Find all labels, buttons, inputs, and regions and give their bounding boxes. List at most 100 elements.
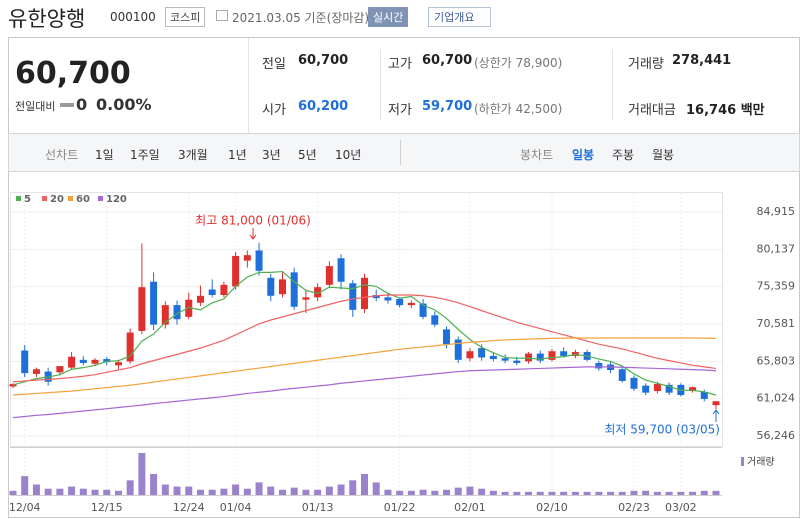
volume-bar bbox=[712, 490, 720, 495]
y-tick-label: 84,915 bbox=[757, 205, 796, 218]
volume-bar bbox=[595, 491, 603, 495]
volume-bar bbox=[665, 491, 673, 495]
volume-bar bbox=[361, 474, 368, 495]
volume-bar bbox=[372, 482, 380, 495]
volume-label: 거래량 bbox=[747, 456, 775, 468]
volume-bar bbox=[9, 490, 17, 495]
volume-bar bbox=[653, 491, 661, 495]
legend-swatch bbox=[98, 196, 103, 201]
annotation: 최저 59,700 (03/05) bbox=[604, 423, 720, 437]
legend-label: 20 bbox=[50, 194, 64, 205]
x-tick-label: 01/13 bbox=[302, 501, 334, 514]
tab[interactable]: 10년 bbox=[335, 148, 362, 162]
candle-body bbox=[21, 350, 29, 374]
realtime-badge[interactable]: 실시간 bbox=[368, 7, 409, 27]
market-badge: 코스피 bbox=[165, 7, 206, 27]
tab[interactable]: 1주일 bbox=[130, 148, 160, 162]
candle-body bbox=[196, 295, 204, 303]
legend-swatch bbox=[16, 196, 21, 201]
candle-body bbox=[431, 315, 439, 325]
volume-bar bbox=[255, 482, 263, 495]
quote-label: 거래량 bbox=[628, 57, 664, 72]
tab[interactable]: 1일 bbox=[95, 148, 114, 162]
candle-body bbox=[138, 287, 146, 331]
candle-body bbox=[173, 305, 181, 320]
y-tick-label: 61,024 bbox=[757, 392, 796, 405]
volume-bar bbox=[489, 490, 497, 495]
tab[interactable]: 일봉 bbox=[572, 148, 595, 162]
annotation-arrow bbox=[249, 228, 257, 240]
volume-bar bbox=[79, 488, 87, 495]
volume-bar bbox=[349, 480, 357, 495]
quote-value: 278,441 bbox=[672, 53, 732, 68]
candle-body bbox=[489, 355, 497, 360]
y-tick-label: 56,246 bbox=[757, 429, 796, 442]
quote-value: 16,746 백만 bbox=[686, 103, 765, 118]
candle-body bbox=[372, 295, 380, 299]
volume-bar bbox=[185, 486, 193, 495]
tab[interactable]: 5년 bbox=[298, 148, 317, 162]
volume-bar bbox=[126, 480, 134, 495]
x-tick-label: 12/04 bbox=[9, 501, 41, 514]
volume-bar bbox=[478, 488, 486, 495]
volume-bar bbox=[466, 486, 474, 495]
volume-bar bbox=[618, 491, 626, 495]
candle-body bbox=[689, 387, 697, 392]
tab[interactable]: 주봉 bbox=[612, 148, 635, 162]
price: 60,700 bbox=[15, 56, 131, 91]
volume-bar bbox=[196, 489, 204, 495]
y-tick-label: 80,137 bbox=[757, 242, 796, 255]
candle-body bbox=[419, 303, 427, 317]
volume-bar bbox=[700, 490, 708, 495]
volume-bar bbox=[220, 488, 228, 495]
volume-bar bbox=[150, 474, 158, 495]
volume-bar bbox=[44, 488, 52, 495]
date: 2021.03.05 기준(장마감) bbox=[232, 11, 370, 25]
x-tick-label: 01/04 bbox=[220, 501, 252, 514]
tab[interactable]: 1년 bbox=[228, 148, 247, 162]
legend-swatch bbox=[42, 196, 47, 201]
volume-bar bbox=[56, 488, 64, 495]
legend-label: 120 bbox=[106, 194, 127, 205]
tab[interactable]: 3개월 bbox=[178, 148, 208, 162]
candle-body bbox=[220, 284, 228, 295]
quote-value: 59,700 bbox=[422, 99, 473, 114]
tab[interactable]: 월봉 bbox=[652, 148, 675, 162]
tab-label: 선차트 bbox=[45, 148, 79, 162]
legend-label: 5 bbox=[24, 194, 31, 205]
candle-body bbox=[243, 255, 251, 261]
candle-body bbox=[161, 305, 169, 325]
candle-body bbox=[595, 362, 603, 369]
volume-bar bbox=[302, 489, 310, 495]
candle-body bbox=[548, 351, 556, 360]
volume-bar bbox=[314, 489, 322, 495]
candle-body bbox=[618, 369, 626, 381]
ma-line bbox=[12, 270, 717, 396]
candle-body bbox=[665, 384, 673, 393]
volume-bar bbox=[278, 489, 286, 495]
change: 0 bbox=[76, 95, 88, 114]
company-button[interactable]: 기업개요 bbox=[428, 7, 492, 27]
volume-bar bbox=[525, 491, 533, 495]
volume-bar bbox=[243, 488, 251, 495]
volume-bar bbox=[571, 491, 579, 495]
candle-body bbox=[290, 272, 298, 307]
volume-bar bbox=[443, 489, 451, 495]
volume-bar bbox=[114, 490, 122, 495]
tab-bar bbox=[8, 133, 800, 172]
candle-body bbox=[454, 339, 462, 360]
volume-bar bbox=[513, 491, 521, 495]
stock-code: 000100 bbox=[110, 10, 156, 24]
candle-body bbox=[700, 391, 708, 399]
change-label: 전일대비 bbox=[15, 100, 56, 113]
volume-bar bbox=[32, 484, 40, 495]
candle-body bbox=[114, 362, 122, 366]
candle-body bbox=[337, 258, 345, 282]
candle-body bbox=[9, 384, 17, 387]
volume-bar bbox=[454, 487, 462, 495]
candle-body bbox=[466, 351, 474, 359]
volume-bar bbox=[21, 476, 29, 495]
candle-body bbox=[185, 299, 193, 317]
ma-line bbox=[12, 366, 717, 419]
tab[interactable]: 3년 bbox=[262, 148, 281, 162]
